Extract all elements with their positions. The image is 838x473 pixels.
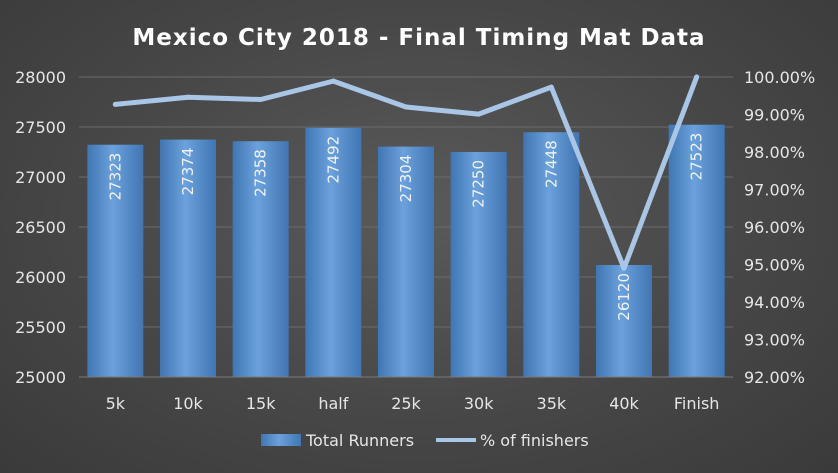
right-tick-label: 98.00% (744, 143, 805, 162)
line-point-half (330, 78, 336, 84)
left-tick-label: 27000 (15, 168, 66, 187)
x-tick-label: 30k (464, 394, 494, 413)
right-tick-label: 96.00% (744, 218, 805, 237)
x-tick-label: half (318, 394, 348, 413)
legend-label-total-runners: Total Runners (305, 431, 414, 450)
left-tick-label: 27500 (15, 118, 66, 137)
x-tick-label: 10k (173, 394, 203, 413)
bar-35k (523, 132, 580, 377)
legend-label-finishers: % of finishers (480, 431, 589, 450)
left-axis: 25000 25500 26000 26500 27000 27500 28000 (15, 68, 66, 387)
bar-data-label: 27374 (179, 148, 197, 196)
line-point-35k (548, 84, 554, 90)
legend-swatch-total-runners (261, 434, 301, 446)
right-tick-label: 99.00% (744, 106, 805, 125)
line-point-10k (185, 94, 191, 100)
line-point-25k (403, 104, 409, 110)
line-point-40k (621, 265, 627, 271)
left-tick-label: 26000 (15, 268, 66, 287)
line-point-30k (476, 111, 482, 117)
right-tick-label: 92.00% (744, 368, 805, 387)
bar-40k (596, 265, 652, 377)
left-tick-label: 26500 (15, 218, 66, 237)
right-tick-label: 97.00% (744, 181, 805, 200)
right-tick-label: 95.00% (744, 256, 805, 275)
x-tick-label: Finish (674, 394, 720, 413)
left-tick-label: 25000 (15, 368, 66, 387)
bar-data-label: 27523 (688, 133, 706, 181)
bar-data-label: 26120 (615, 273, 633, 321)
line-point-5k (112, 101, 118, 107)
right-tick-label: 94.00% (744, 293, 805, 312)
bar-data-label: 27250 (470, 160, 488, 208)
bar-data-label: 27323 (106, 153, 124, 201)
bar-data-label: 27492 (324, 136, 342, 184)
left-tick-label: 25500 (15, 318, 66, 337)
line-point-Finish (694, 74, 700, 80)
bar-Finish (668, 124, 725, 377)
bar-5k (87, 144, 144, 377)
x-axis: 5k 10k 15k half 25k 30k 35k 40k Finish (79, 376, 733, 413)
bar-data-label: 27358 (252, 149, 270, 197)
bar-10k (160, 139, 216, 377)
legend: Total Runners % of finishers (261, 431, 589, 450)
x-tick-label: 40k (609, 394, 639, 413)
bar-30k (450, 152, 507, 377)
bar-data-label: 27304 (397, 155, 415, 203)
right-axis: 92.00% 93.00% 94.00% 95.00% 96.00% 97.00% 98.0… (744, 68, 815, 387)
right-tick-label: 93.00% (744, 331, 805, 350)
bar-data-label: 27448 (542, 140, 560, 188)
bar-15k (232, 141, 289, 377)
x-tick-label: 5k (106, 394, 126, 413)
x-tick-label: 35k (537, 394, 567, 413)
bar-half (305, 127, 362, 377)
right-tick-label: 100.00% (744, 68, 815, 87)
bar-25k (378, 146, 434, 377)
data-labels: 27323 27374 27358 27492 27304 27250 27448 26120… (106, 133, 705, 321)
chart-title: Mexico City 2018 - Final Timing Mat Data (132, 25, 705, 51)
bar-series (87, 124, 725, 377)
line-point-15k (258, 97, 264, 102)
x-tick-label: 15k (246, 394, 276, 413)
left-tick-label: 28000 (15, 68, 66, 87)
line-series (112, 74, 700, 271)
x-tick-label: 25k (391, 394, 421, 413)
